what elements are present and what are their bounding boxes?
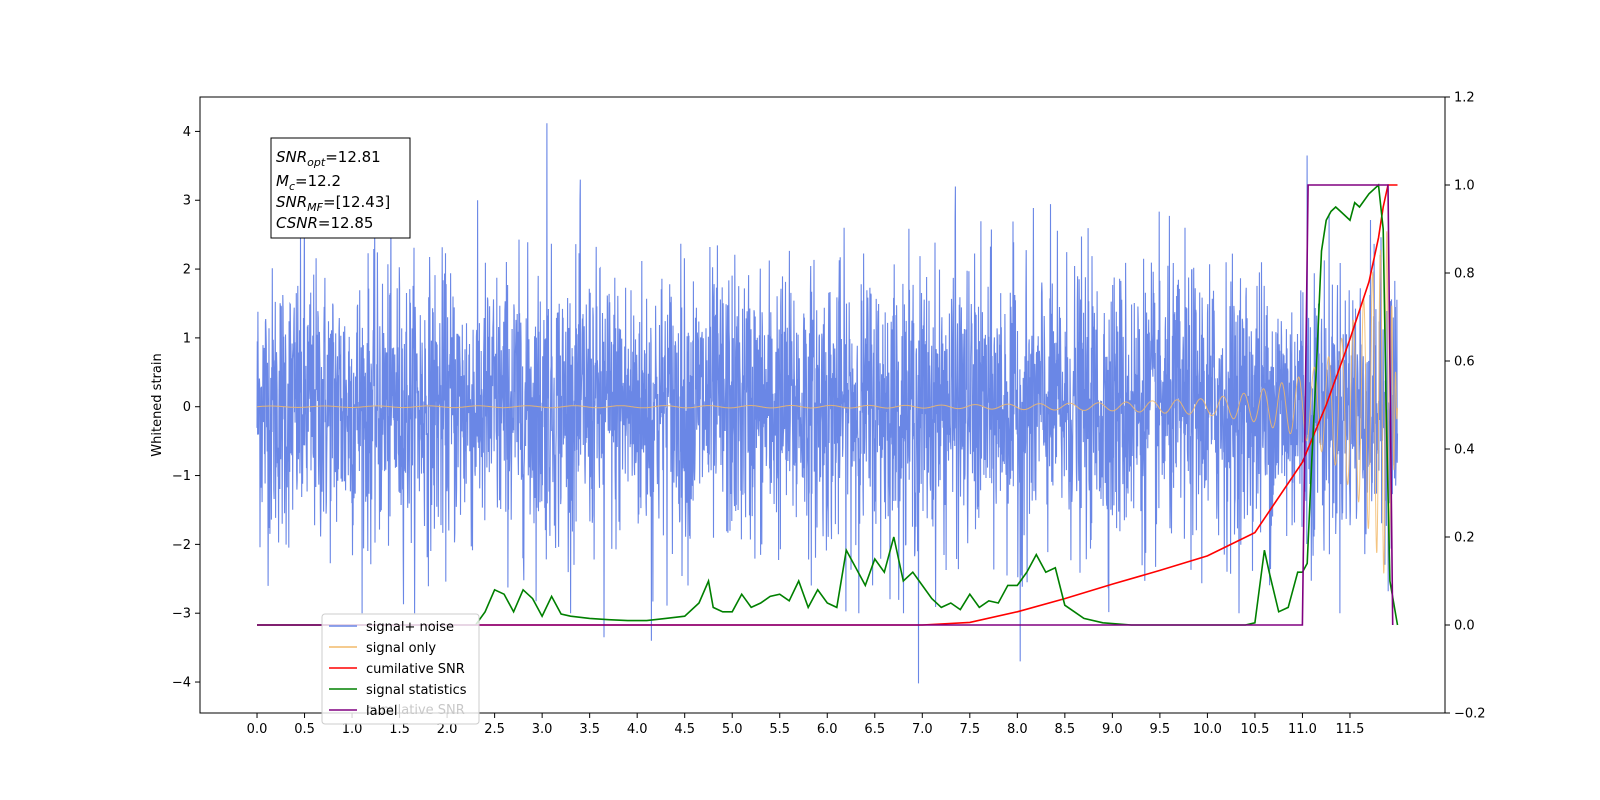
y2-tick-label: 0.6 [1454, 355, 1475, 370]
x-tick-label: 4.0 [627, 722, 648, 737]
y2-tick-label: 0.4 [1454, 443, 1475, 458]
y-tick-label: 3 [183, 194, 191, 209]
series-line-cumilative-snr [257, 184, 1398, 626]
x-tick-label: 8.5 [1055, 722, 1076, 737]
series-line-label [257, 184, 1394, 626]
plot-frame [199, 96, 1446, 714]
x-tick-label: 5.0 [722, 722, 743, 737]
x-tick-label: 10.5 [1240, 722, 1269, 737]
x-axis: 0.0 0.5 1.0 1.5 2.0 2.5 3.0 3.5 4.0 4.5 5.0 5.5 6.0 6… [247, 713, 1364, 737]
legend: cumilative SNR signal+ noise signal only c… [321, 613, 480, 725]
y2-tick-label: 0.0 [1454, 619, 1475, 634]
x-tick-label: 2.0 [437, 722, 458, 737]
legend-label-cumilative-snr: cumilative SNR [366, 662, 465, 677]
y2-tick-label: 1.2 [1454, 91, 1475, 106]
x-tick-label: 3.0 [532, 722, 553, 737]
annotation-snr-mf: SNRMF=[12.43] [276, 193, 390, 214]
annotation-snr-opt: SNRopt=12.81 [276, 148, 381, 169]
series-line-signal-noise [256, 123, 1399, 684]
x-tick-label: 4.5 [674, 722, 695, 737]
x-tick-label: 5.5 [769, 722, 790, 737]
x-tick-label: 0.0 [247, 722, 268, 737]
x-tick-label: 6.5 [864, 722, 885, 737]
y-tick-label: −1 [172, 469, 191, 484]
y-axis-left: −4 −3 −2 −1 0 1 2 3 4 [172, 125, 200, 691]
legend-ghost-text: cumilative SNR [366, 703, 465, 718]
legend-label-signal-noise: signal+ noise [366, 620, 454, 635]
x-tick-label: 9.0 [1102, 722, 1123, 737]
x-tick-label: 9.5 [1150, 722, 1171, 737]
y-tick-label: 2 [183, 263, 191, 278]
x-tick-label: 10.0 [1193, 722, 1222, 737]
annotation-csnr: CSNR=12.85 [276, 214, 373, 232]
x-tick-label: 0.5 [294, 722, 315, 737]
x-tick-label: 3.5 [579, 722, 600, 737]
legend-label-signal-statistics: signal statistics [366, 683, 467, 698]
y-tick-label: 1 [183, 331, 191, 346]
x-tick-label: 7.5 [959, 722, 980, 737]
legend-label-label: label [366, 704, 397, 719]
series-line-signal-statistics [257, 183, 1399, 626]
y-tick-label: −2 [172, 538, 191, 553]
series-line-signal-only [257, 231, 1398, 574]
y-tick-label: −3 [172, 607, 191, 622]
plot-area [256, 123, 1399, 684]
y-axis-title: Whitened strain [150, 353, 165, 456]
x-tick-label: 11.0 [1288, 722, 1317, 737]
y-axis-right: −0.2 0.0 0.2 0.4 0.6 0.8 1.0 1.2 [1445, 91, 1486, 722]
x-tick-label: 8.0 [1007, 722, 1028, 737]
x-tick-label: 1.5 [389, 722, 410, 737]
legend-label-signal-only: signal only [366, 641, 436, 656]
y-tick-label: −4 [172, 676, 191, 691]
x-tick-label: 2.5 [484, 722, 505, 737]
x-tick-label: 6.0 [817, 722, 838, 737]
annotation-mc: Mc=12.2 [276, 172, 341, 193]
y-tick-label: 4 [183, 125, 191, 140]
x-tick-label: 7.0 [912, 722, 933, 737]
y2-tick-label: 0.2 [1454, 531, 1475, 546]
y2-tick-label: 1.0 [1454, 179, 1475, 194]
annotation-box: SNRopt=12.81 Mc=12.2 SNRMF=[12.43] CSNR=… [270, 137, 411, 239]
y-tick-label: 0 [183, 400, 191, 415]
x-tick-label: 11.5 [1335, 722, 1364, 737]
y2-tick-label: −0.2 [1454, 707, 1486, 722]
y2-tick-label: 0.8 [1454, 267, 1475, 282]
x-tick-label: 1.0 [342, 722, 363, 737]
